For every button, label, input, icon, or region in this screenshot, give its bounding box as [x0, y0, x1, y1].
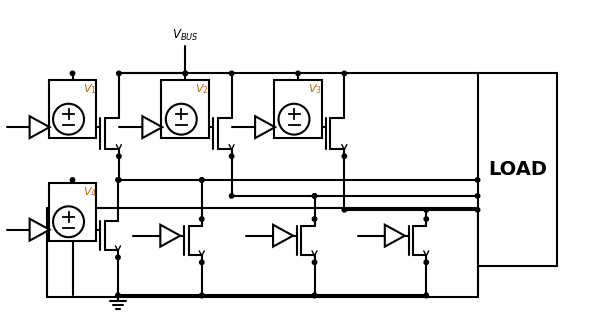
Text: $V_{BUS}$: $V_{BUS}$ — [172, 28, 199, 43]
Bar — [478, 73, 557, 266]
Circle shape — [53, 104, 84, 134]
Circle shape — [424, 293, 428, 297]
Bar — [161, 80, 209, 138]
Circle shape — [70, 178, 75, 182]
Circle shape — [116, 178, 120, 182]
Circle shape — [313, 293, 317, 297]
Circle shape — [116, 293, 120, 297]
Polygon shape — [29, 116, 50, 138]
Circle shape — [475, 194, 480, 198]
Circle shape — [116, 71, 121, 75]
Text: $V_{2}$: $V_{2}$ — [195, 82, 209, 96]
Bar — [274, 80, 322, 138]
Circle shape — [342, 71, 347, 75]
Circle shape — [475, 178, 480, 182]
Circle shape — [116, 255, 120, 259]
Circle shape — [200, 260, 204, 264]
Circle shape — [424, 293, 428, 297]
Circle shape — [342, 208, 347, 212]
Circle shape — [313, 293, 317, 297]
Circle shape — [116, 293, 120, 297]
Circle shape — [200, 178, 204, 182]
Polygon shape — [385, 225, 405, 247]
Circle shape — [166, 104, 197, 134]
Circle shape — [278, 104, 310, 134]
Circle shape — [116, 178, 121, 182]
Circle shape — [313, 194, 317, 198]
Polygon shape — [29, 219, 50, 241]
Circle shape — [313, 260, 317, 264]
Circle shape — [475, 208, 480, 212]
Circle shape — [229, 194, 234, 198]
Polygon shape — [255, 116, 275, 138]
Text: $V_{3}$: $V_{3}$ — [308, 82, 322, 96]
Text: LOAD: LOAD — [488, 160, 547, 179]
Bar — [49, 80, 97, 138]
Circle shape — [296, 71, 300, 75]
Polygon shape — [142, 116, 163, 138]
Circle shape — [53, 206, 84, 237]
Circle shape — [229, 154, 234, 158]
Circle shape — [313, 217, 317, 221]
Text: $V_{1}$: $V_{1}$ — [83, 82, 97, 96]
Circle shape — [424, 217, 428, 221]
Polygon shape — [273, 225, 293, 247]
Circle shape — [200, 217, 204, 221]
Circle shape — [183, 71, 187, 75]
Circle shape — [424, 208, 428, 212]
Circle shape — [424, 208, 428, 212]
Circle shape — [342, 154, 347, 158]
Polygon shape — [160, 225, 180, 247]
Circle shape — [183, 71, 187, 75]
Circle shape — [200, 293, 204, 297]
Circle shape — [200, 293, 204, 297]
Circle shape — [200, 178, 204, 182]
Circle shape — [313, 194, 317, 198]
Text: $V_{4}$: $V_{4}$ — [83, 185, 97, 199]
Bar — [49, 183, 97, 241]
Circle shape — [116, 154, 121, 158]
Circle shape — [70, 71, 75, 75]
Circle shape — [424, 260, 428, 264]
Circle shape — [229, 71, 234, 75]
